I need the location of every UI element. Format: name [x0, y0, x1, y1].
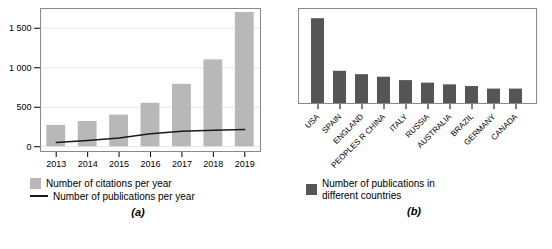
html-text:Number of publications per yea: Number of publications per year: [53, 190, 195, 202]
svg-text:ENGLAND: ENGLAND: [331, 112, 366, 146]
svg-text:SPAIN: SPAIN: [320, 112, 344, 136]
svg-text:2016: 2016: [140, 159, 160, 169]
svg-text:GERMANY: GERMANY: [462, 112, 497, 147]
svg-text:PEOPLES R CHINA: PEOPLES R CHINA: [330, 112, 388, 170]
svg-text:1 500: 1 500: [9, 23, 32, 33]
svg-text:2013: 2013: [46, 159, 66, 169]
html-text:Number of publications in diff: Number of publications in different coun…: [322, 178, 435, 201]
svg-text:ITALY: ITALY: [388, 112, 410, 134]
svg-text:RUSSIA: RUSSIA: [403, 112, 432, 140]
svg-text:2017: 2017: [172, 159, 192, 169]
html-text:(a): (a): [131, 206, 145, 218]
svg-text:2019: 2019: [235, 159, 255, 169]
svg-text:500: 500: [16, 102, 31, 112]
svg-text:1 000: 1 000: [9, 63, 32, 73]
svg-text:2015: 2015: [109, 159, 129, 169]
svg-text:2018: 2018: [203, 159, 223, 169]
svg-text:BRAZIL: BRAZIL: [449, 112, 476, 139]
svg-text:0: 0: [26, 142, 31, 152]
svg-text:AUSTRALIA: AUSTRALIA: [415, 112, 453, 150]
html-text:Number of citations per year: Number of citations per year: [46, 178, 172, 189]
svg-text:2014: 2014: [78, 159, 98, 169]
svg-text:USA: USA: [303, 112, 321, 130]
svg-text:CANADA: CANADA: [489, 112, 519, 142]
html-text:(b): (b): [407, 205, 421, 217]
